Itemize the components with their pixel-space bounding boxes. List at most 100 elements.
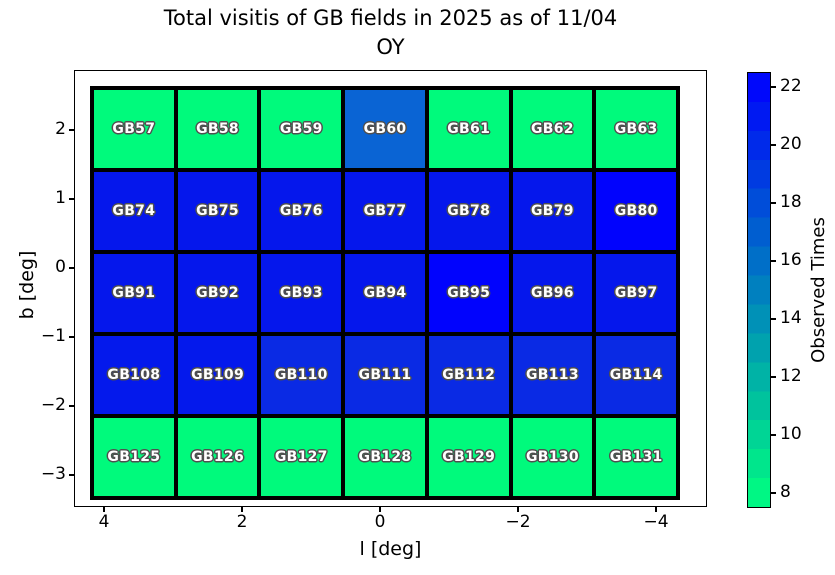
field-cell-gb94: GB94	[345, 254, 425, 332]
colorbar-tick-label: 18	[780, 192, 802, 212]
colorbar-tick-label: 12	[780, 366, 802, 386]
field-cell-gb95: GB95	[428, 254, 509, 332]
field-cell-label: GB76	[279, 203, 323, 219]
chart-title: Total visitis of GB fields in 2025 as of…	[74, 4, 707, 62]
colorbar-tick-label: 22	[780, 76, 802, 96]
field-cell-gb112: GB112	[428, 336, 509, 414]
field-grid: GB57 GB58 GB59 GB60 GB61 GB62 GB63 GB74 GB75 GB76…	[90, 86, 680, 500]
colorbar-tick-mark	[771, 434, 776, 436]
y-tick-label: 1	[55, 188, 66, 208]
field-cell-label: GB57	[112, 121, 156, 137]
colorbar-tick-mark	[771, 376, 776, 378]
x-tick-mark	[241, 507, 243, 512]
y-tick-label: −1	[40, 326, 66, 346]
y-tick-label: 2	[55, 119, 66, 139]
x-tick-label: 2	[236, 512, 248, 532]
y-tick-label: −2	[40, 395, 66, 415]
x-tick-mark	[517, 507, 519, 512]
field-cell-gb129: GB129	[428, 418, 509, 496]
field-cell-label: GB110	[274, 367, 328, 383]
field-cell-label: GB96	[530, 285, 574, 301]
field-cell-gb76: GB76	[261, 172, 342, 250]
field-cell-label: GB109	[191, 367, 244, 383]
colorbar-label: Observed Times	[808, 217, 829, 363]
field-cell-label: GB80	[614, 203, 658, 219]
field-cell-label: GB92	[196, 285, 239, 301]
x-tick-label: 4	[98, 512, 110, 532]
field-cell-label: GB125	[107, 449, 161, 465]
field-cell-label: GB93	[279, 285, 323, 301]
field-cell-gb96: GB96	[512, 254, 593, 332]
field-cell-gb75: GB75	[177, 172, 258, 250]
field-cell-label: GB108	[107, 367, 161, 383]
colorbar-tick-mark	[771, 318, 776, 320]
y-tick-mark	[69, 474, 74, 476]
field-cell-gb59: GB59	[261, 90, 342, 168]
field-cell-label: GB79	[530, 203, 574, 219]
field-cell-gb93: GB93	[261, 254, 342, 332]
x-axis-label: l [deg]	[359, 538, 422, 560]
field-cell-label: GB75	[196, 203, 239, 219]
colorbar-tick-label: 10	[780, 424, 802, 444]
x-tick-mark	[103, 507, 105, 512]
x-tick-mark	[379, 507, 381, 512]
field-cell-gb114: GB114	[596, 336, 676, 414]
field-cell-label: GB59	[279, 121, 323, 137]
colorbar-tick-mark	[771, 260, 776, 262]
field-cell-gb130: GB130	[512, 418, 593, 496]
field-cell-label: GB112	[442, 367, 496, 383]
field-cell-gb92: GB92	[177, 254, 258, 332]
field-cell-gb63: GB63	[596, 90, 676, 168]
field-cell-label: GB91	[112, 285, 156, 301]
x-tick-label: −2	[505, 512, 531, 532]
field-cell-label: GB58	[196, 121, 239, 137]
field-cell-label: GB62	[530, 121, 574, 137]
colorbar-tick-mark	[771, 86, 776, 88]
field-cell-gb57: GB57	[94, 90, 174, 168]
field-cell-label: GB77	[363, 203, 407, 219]
colorbar-tick-mark	[771, 492, 776, 494]
y-tick-label: −3	[40, 464, 66, 484]
y-tick-mark	[69, 405, 74, 407]
field-cell-gb78: GB78	[428, 172, 509, 250]
y-tick-label: 0	[55, 257, 66, 277]
field-cell-gb80: GB80	[596, 172, 676, 250]
y-tick-mark	[69, 198, 74, 200]
field-cell-label: GB127	[274, 449, 328, 465]
field-cell-label: GB97	[614, 285, 658, 301]
field-cell-label: GB128	[358, 449, 412, 465]
field-cell-label: GB126	[191, 449, 244, 465]
field-cell-label: GB94	[363, 285, 407, 301]
field-cell-gb111: GB111	[345, 336, 425, 414]
field-cell-label: GB74	[112, 203, 156, 219]
colorbar-tick-label: 16	[780, 250, 802, 270]
field-cell-label: GB129	[442, 449, 496, 465]
field-cell-label: GB78	[447, 203, 491, 219]
colorbar	[747, 72, 771, 508]
field-cell-gb58: GB58	[177, 90, 258, 168]
chart-title-line1: Total visitis of GB fields in 2025 as of…	[163, 6, 618, 30]
field-cell-label: GB131	[609, 449, 663, 465]
y-axis-label: b [deg]	[16, 250, 38, 320]
field-cell-gb110: GB110	[261, 336, 342, 414]
colorbar-tick-label: 14	[780, 308, 802, 328]
field-cell-label: GB61	[447, 121, 491, 137]
colorbar-tick-label: 8	[780, 482, 791, 502]
field-cell-label: GB95	[447, 285, 491, 301]
field-cell-gb74: GB74	[94, 172, 174, 250]
y-tick-mark	[69, 129, 74, 131]
field-cell-gb131: GB131	[596, 418, 676, 496]
field-cell-gb62: GB62	[512, 90, 593, 168]
field-cell-gb91: GB91	[94, 254, 174, 332]
field-cell-label: GB60	[363, 121, 407, 137]
field-cell-gb127: GB127	[261, 418, 342, 496]
field-cell-label: GB130	[525, 449, 579, 465]
colorbar-tick-label: 20	[780, 134, 802, 154]
field-cell-gb126: GB126	[177, 418, 258, 496]
y-tick-mark	[69, 267, 74, 269]
field-cell-gb97: GB97	[596, 254, 676, 332]
colorbar-tick-mark	[771, 144, 776, 146]
x-tick-label: 0	[374, 512, 386, 532]
chart-title-line2: OY	[376, 35, 405, 59]
field-cell-gb113: GB113	[512, 336, 593, 414]
